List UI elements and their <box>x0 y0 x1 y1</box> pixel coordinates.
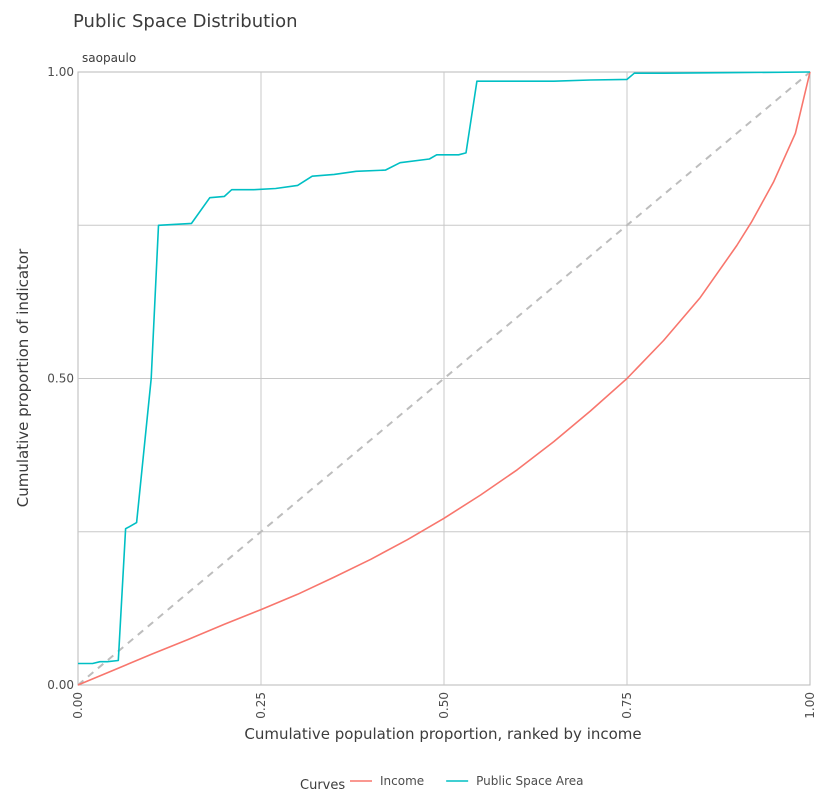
y-tick-label: 1.00 <box>47 65 74 79</box>
legend: Curves Income Public Space Area <box>300 774 583 793</box>
x-tick-label: 0.75 <box>620 692 634 719</box>
legend-label-public-space-area: Public Space Area <box>476 774 583 788</box>
equality-line <box>77 71 811 686</box>
facet-label: saopaulo <box>82 51 136 65</box>
x-tick-label: 0.25 <box>254 692 268 719</box>
plot-area: 0.00 0.25 0.50 0.75 1.00 0.00 0.50 1.00 <box>47 65 817 719</box>
legend-label-income: Income <box>380 774 424 788</box>
x-axis-label: Cumulative population proportion, ranked… <box>244 725 641 743</box>
x-tick-label: 0.00 <box>71 692 85 719</box>
series-line-income <box>77 71 811 686</box>
chart-title: Public Space Distribution <box>73 11 298 32</box>
y-axis-label: Cumulative proportion of indicator <box>14 248 32 507</box>
y-tick-label: 0.50 <box>47 372 74 386</box>
x-tick-label: 0.50 <box>437 692 451 719</box>
y-tick-label: 0.00 <box>47 678 74 692</box>
x-tick-label: 1.00 <box>803 692 817 719</box>
series-line-public-space-area <box>78 71 811 665</box>
legend-title: Curves <box>300 778 345 793</box>
